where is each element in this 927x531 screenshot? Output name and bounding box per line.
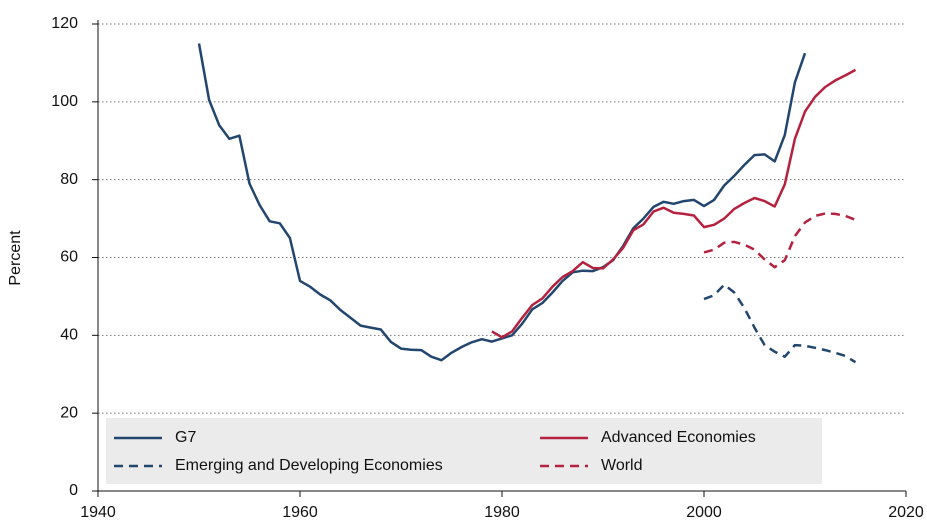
x-tick-label: 1960 (282, 504, 318, 521)
legend-label: World (601, 457, 643, 474)
series-line (703, 283, 857, 364)
legend-box (106, 418, 822, 484)
x-tick-label: 2000 (686, 504, 722, 521)
legend-label: Advanced Economies (601, 429, 756, 446)
series-line (197, 43, 807, 362)
legend-label: Emerging and Developing Economies (175, 457, 443, 474)
y-tick-label: 40 (60, 327, 78, 344)
legend-label: G7 (175, 429, 196, 446)
y-tick-label: 60 (60, 249, 78, 266)
x-tick-label: 1980 (484, 504, 520, 521)
y-tick-label: 0 (69, 482, 78, 499)
y-tick-label: 20 (60, 404, 78, 421)
y-axis-label: Percent (7, 230, 24, 286)
x-tick-label: 2020 (888, 504, 924, 521)
y-tick-label: 100 (51, 93, 78, 110)
y-tick-label: 120 (51, 15, 78, 32)
y-tick-label: 80 (60, 171, 78, 188)
x-tick-label: 1940 (80, 504, 116, 521)
series-line (491, 68, 857, 339)
series-line (703, 212, 856, 269)
